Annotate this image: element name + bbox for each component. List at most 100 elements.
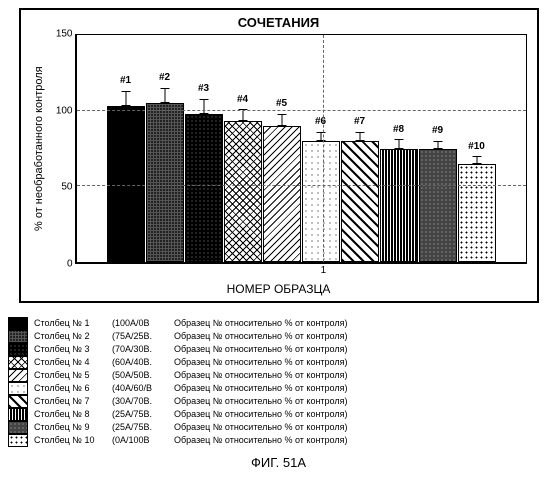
- bar: [185, 114, 223, 262]
- legend-swatch: [8, 421, 28, 434]
- bar-label: #2: [159, 72, 170, 83]
- legend: Столбец № 1 (100А/0В Образец № относительн…: [8, 317, 549, 447]
- bar-wrap: #8: [380, 35, 418, 262]
- legend-desc: Образец № относительно % от контроля): [174, 434, 348, 446]
- error-bar: [125, 91, 126, 106]
- bar-label: #4: [237, 94, 248, 105]
- legend-row: Столбец № 9 (25А/75В. Образец № относитель…: [8, 421, 549, 434]
- bar: [224, 121, 262, 262]
- legend-col: Столбец № 6: [34, 382, 106, 394]
- error-bar: [242, 109, 243, 121]
- y-axis: 050100150: [47, 34, 75, 264]
- bar: [302, 141, 340, 262]
- legend-swatch: [8, 317, 28, 330]
- bars-container: #1 #2 #3 #4 #5 #6 #7 #8 #9 #10: [107, 35, 496, 262]
- legend-desc: Образец № относительно % от контроля): [174, 369, 348, 381]
- legend-row: Столбец № 7 (30А/70В. Образец № относитель…: [8, 395, 549, 408]
- bar: [380, 149, 418, 263]
- bar: [458, 164, 496, 262]
- bar-wrap: #2: [146, 35, 184, 262]
- legend-swatch: [8, 343, 28, 356]
- gridline-h: [77, 110, 526, 111]
- legend-swatch: [8, 434, 28, 447]
- legend-desc: Образец № относительно % от контроля): [174, 330, 348, 342]
- bar: [107, 106, 145, 262]
- legend-row: Столбец № 6 (40А/60/В Образец № относитель…: [8, 382, 549, 395]
- legend-col: Столбец № 4: [34, 356, 106, 368]
- bar-wrap: #10: [458, 35, 496, 262]
- gridline-v: [323, 35, 324, 262]
- legend-desc: Образец № относительно % от контроля): [174, 408, 348, 420]
- legend-col: Столбец № 3: [34, 343, 106, 355]
- legend-ratio: (60А/40В.: [112, 356, 168, 368]
- legend-ratio: (70А/30В.: [112, 343, 168, 355]
- legend-swatch: [8, 408, 28, 421]
- bar: [341, 141, 379, 262]
- bar: [419, 149, 457, 263]
- error-bar: [203, 99, 204, 114]
- gridline-h: [77, 185, 526, 186]
- bar: [146, 103, 184, 262]
- legend-ratio: (40А/60/В: [112, 382, 168, 394]
- legend-row: Столбец № 5 (50А/50В. Образец № относитель…: [8, 369, 549, 382]
- chart-area: % от необработанного контроля 050100150 …: [31, 34, 527, 264]
- bar-wrap: #9: [419, 35, 457, 262]
- error-bar: [398, 139, 399, 148]
- legend-ratio: (100А/0В: [112, 317, 168, 329]
- legend-desc: Образец № относительно % от контроля): [174, 395, 348, 407]
- legend-swatch: [8, 369, 28, 382]
- legend-desc: Образец № относительно % от контроля): [174, 343, 348, 355]
- legend-ratio: (25А/75В.: [112, 421, 168, 433]
- legend-desc: Образец № относительно % от контроля): [174, 382, 348, 394]
- x-axis-label: НОМЕР ОБРАЗЦА: [31, 282, 527, 296]
- error-bar: [281, 114, 282, 126]
- error-bar: [320, 132, 321, 141]
- legend-ratio: (75А/25В.: [112, 330, 168, 342]
- error-bar: [164, 88, 165, 103]
- error-bar: [437, 141, 438, 149]
- bar-label: #9: [432, 125, 443, 136]
- chart-title: СОЧЕТАНИЯ: [31, 15, 527, 30]
- plot-area: #1#2#3#4#5#6#7#8#9#10 1: [75, 34, 527, 264]
- legend-col: Столбец № 9: [34, 421, 106, 433]
- legend-row: Столбец № 1(100А/0ВОбразец № относительн…: [8, 317, 549, 330]
- legend-col: Столбец № 8: [34, 408, 106, 420]
- legend-desc: Образец № относительно % от контроля): [174, 421, 348, 433]
- bar-label: #5: [276, 98, 287, 109]
- error-bar: [359, 132, 360, 141]
- bar-wrap: #3: [185, 35, 223, 262]
- legend-col: Столбец № 5: [34, 369, 106, 381]
- bar-wrap: #4: [224, 35, 262, 262]
- figure-label: ФИГ. 51А: [8, 455, 549, 470]
- legend-col: Столбец № 7: [34, 395, 106, 407]
- legend-row: Столбец № 4 (60А/40В. Образец № относитель…: [8, 356, 549, 369]
- y-tick: 150: [56, 29, 73, 40]
- chart-frame: СОЧЕТАНИЯ % от необработанного контроля …: [19, 8, 539, 303]
- y-tick: 0: [67, 259, 73, 270]
- legend-ratio: (50А/50В.: [112, 369, 168, 381]
- legend-row: Столбец № 3 (70А/30В. Образец № относитель…: [8, 343, 549, 356]
- legend-ratio: (30А/70В.: [112, 395, 168, 407]
- legend-row: Столбец № 10 (0А/100В Образец № относитель…: [8, 434, 549, 447]
- bar-label: #8: [393, 124, 404, 135]
- legend-row: Столбец № 8 (25А/75В. Образец № относитель…: [8, 408, 549, 421]
- bar-label: #3: [198, 83, 209, 94]
- error-bar: [476, 156, 477, 164]
- bar: [263, 126, 301, 262]
- bar-label: #10: [468, 141, 485, 152]
- bar-wrap: #6: [302, 35, 340, 262]
- legend-ratio: (0А/100В: [112, 434, 168, 446]
- legend-swatch: [8, 356, 28, 369]
- legend-swatch: [8, 330, 28, 343]
- legend-swatch: [8, 395, 28, 408]
- legend-desc: Образец № относительно % от контроля): [174, 356, 348, 368]
- legend-col: Столбец № 10: [34, 434, 106, 446]
- bar-wrap: #7: [341, 35, 379, 262]
- bar-wrap: #1: [107, 35, 145, 262]
- y-tick: 50: [61, 182, 72, 193]
- legend-ratio: (25А/75В.: [112, 408, 168, 420]
- y-axis-label: % от необработанного контроля: [31, 34, 47, 264]
- legend-col: Столбец № 1: [34, 317, 106, 329]
- bar-label: #7: [354, 116, 365, 127]
- bar-label: #1: [120, 75, 131, 86]
